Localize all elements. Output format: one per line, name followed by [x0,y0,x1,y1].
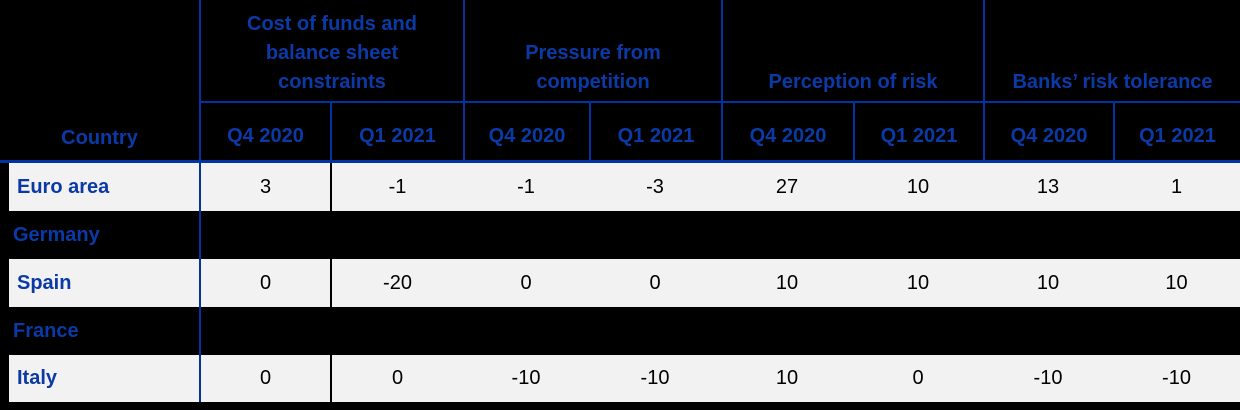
period-header: Q1 2021 [589,103,721,163]
group-header-cost-of-funds: Cost of funds and balance sheet constrai… [199,0,463,103]
value-cell: 13 [983,163,1113,211]
value-cell: 3 [199,163,330,211]
group-header-pressure-from-competition: Pressure from competition [463,0,721,103]
value-cell: 10 [721,355,853,402]
value-cell: -10 [1113,355,1240,402]
bottom-border-strip [0,402,1240,410]
value-cell: -3 [589,163,721,211]
value-cell: 27 [721,163,853,211]
value-cell [589,211,721,259]
value-cell: 0 [330,355,463,402]
value-cell [589,307,721,355]
value-cell: -20 [330,259,463,307]
value-cell: 0 [589,259,721,307]
group-header-banks-risk-tolerance: Banks’ risk tolerance [983,0,1240,103]
value-cell: 0 [199,259,330,307]
value-cell [853,307,983,355]
country-cell: France [0,307,199,355]
value-cell: 0 [463,259,589,307]
period-header: Q1 2021 [330,103,463,163]
value-cell [853,211,983,259]
value-cell [1113,307,1240,355]
value-cell [983,211,1113,259]
value-cell: -1 [330,163,463,211]
value-cell: 10 [853,163,983,211]
country-cell: Spain [0,259,199,307]
value-cell: -1 [463,163,589,211]
period-header: Q4 2020 [983,103,1113,163]
group-header-perception-of-risk: Perception of risk [721,0,983,103]
value-cell: 0 [199,355,330,402]
country-cell: Euro area [0,163,199,211]
value-cell: -10 [589,355,721,402]
value-cell [463,211,589,259]
value-cell: 10 [853,259,983,307]
value-cell [199,211,330,259]
value-cell [199,307,330,355]
value-cell: -10 [983,355,1113,402]
period-header: Q4 2020 [721,103,853,163]
value-cell: 1 [1113,163,1240,211]
value-cell: 10 [983,259,1113,307]
value-cell [983,307,1113,355]
value-cell: 10 [1113,259,1240,307]
value-cell [330,211,463,259]
period-header: Q4 2020 [463,103,589,163]
country-cell: Italy [0,355,199,402]
value-cell: 0 [853,355,983,402]
value-cell [463,307,589,355]
value-cell: 10 [721,259,853,307]
value-cell [1113,211,1240,259]
period-header: Q4 2020 [199,103,330,163]
value-cell [721,211,853,259]
country-cell: Germany [0,211,199,259]
value-cell: -10 [463,355,589,402]
value-cell [330,307,463,355]
value-cell [721,307,853,355]
country-column-header: Country [0,0,199,163]
period-header: Q1 2021 [853,103,983,163]
period-header: Q1 2021 [1113,103,1240,163]
